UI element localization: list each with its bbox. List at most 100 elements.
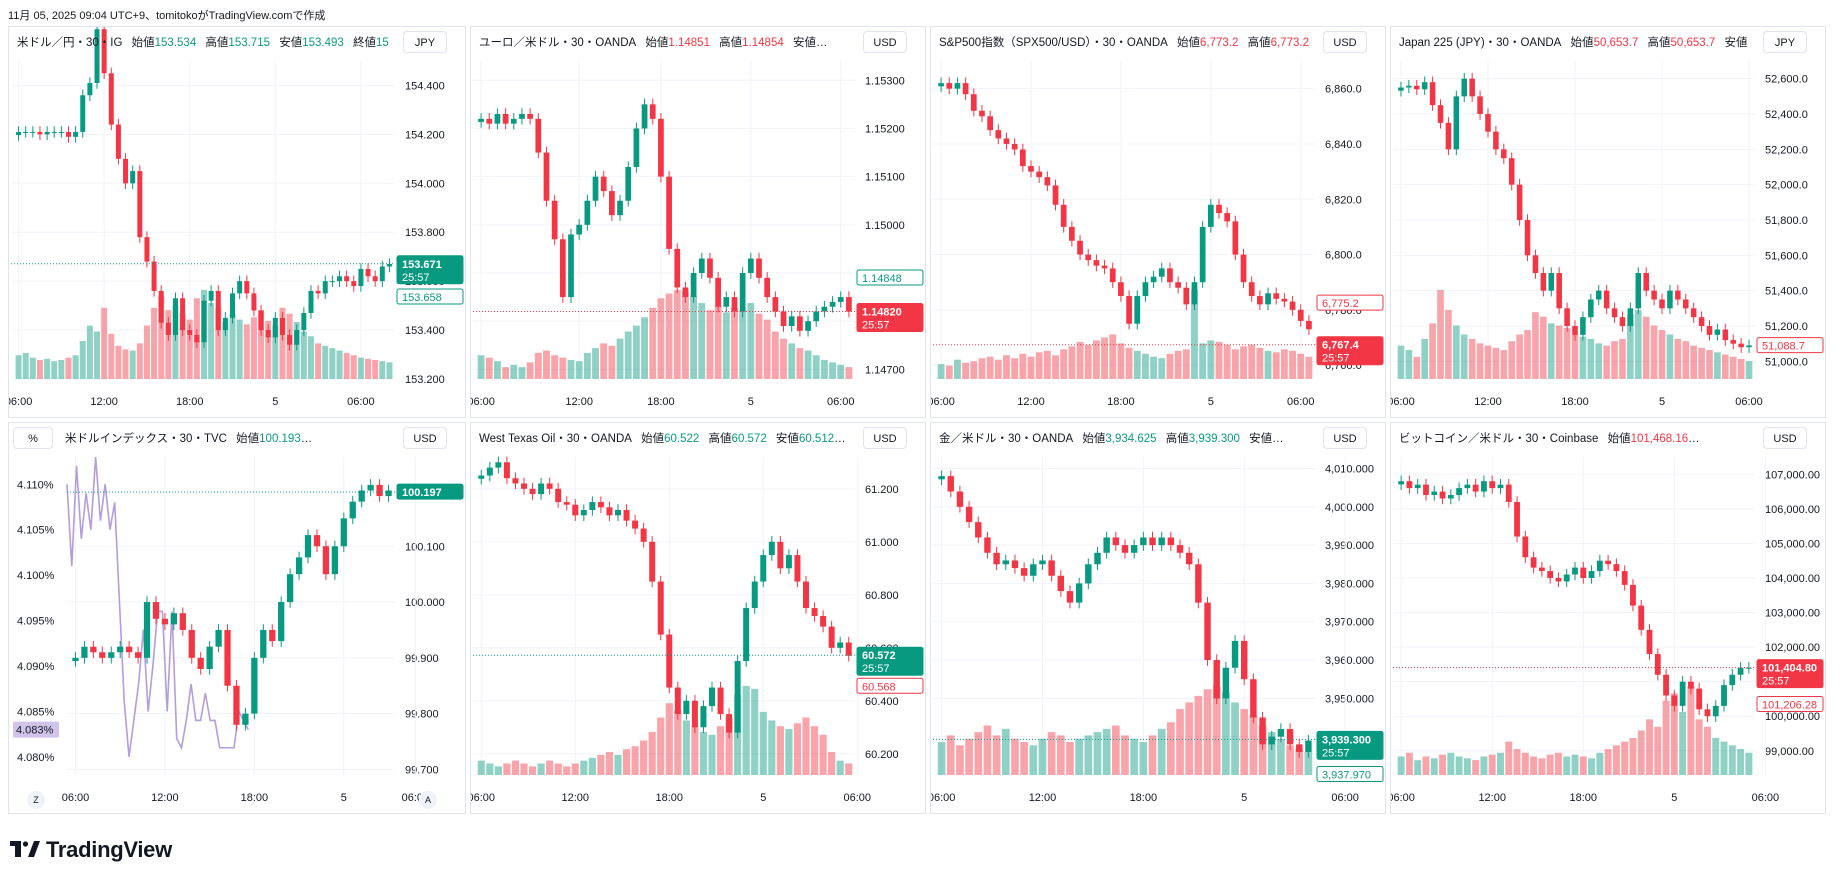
- candle-body: [529, 488, 536, 495]
- volume-bar: [788, 343, 796, 379]
- y-tick-label: 153.800: [405, 227, 445, 239]
- candle-body: [1514, 501, 1520, 537]
- ohlc-value: 101,468.16: [1630, 433, 1689, 445]
- currency-button[interactable]: USD: [403, 427, 447, 449]
- candle-body: [16, 131, 22, 136]
- svg-text:100.197: 100.197: [402, 487, 442, 499]
- volume-bar: [1546, 754, 1554, 775]
- volume-bar: [485, 357, 493, 379]
- chart-legend[interactable]: 米ドル／円・30・IG 始値153.534 高値153.715 安値153.49…: [17, 34, 389, 50]
- candle-body: [1121, 545, 1129, 553]
- currency-button[interactable]: JPY: [1763, 31, 1807, 53]
- candle-body: [743, 608, 750, 662]
- candle-body: [984, 537, 991, 553]
- volume-bar: [1256, 347, 1264, 379]
- candle-body: [715, 277, 721, 307]
- y-tick-label: 100,000.00: [1765, 711, 1820, 723]
- currency-button[interactable]: USD: [863, 427, 907, 449]
- candle-body: [272, 317, 278, 338]
- chart-panel[interactable]: 51,000.0 51,200.0 51,400.0 51,600.0 51,800.0…: [1390, 26, 1826, 418]
- candle-body: [172, 298, 178, 335]
- chart-panel[interactable]: 60.20060.40060.60060.80061.00061.20006:0…: [470, 422, 926, 814]
- chart-legend[interactable]: ビットコイン／米ドル・30・Coinbase 始値101,468.16…: [1399, 430, 1749, 446]
- chart-panel[interactable]: 99.700 99.800 99.900 100.000 100.100 06:00 12:…: [8, 422, 466, 814]
- candle-body: [278, 602, 285, 642]
- volume-bar: [708, 734, 716, 775]
- x-tick-label: 5: [341, 792, 347, 804]
- volume-bar: [640, 740, 648, 775]
- volume-bar: [534, 352, 542, 379]
- currency-button[interactable]: USD: [863, 31, 907, 53]
- chart-panel[interactable]: 3,940.0003,950.0003,960.0003,970.0003,98…: [930, 422, 1386, 814]
- chart-panel[interactable]: 153.200153.400153.600153.800154.000154.2…: [8, 26, 466, 418]
- volume-bar: [1182, 349, 1190, 379]
- volume-bar: [44, 358, 51, 379]
- candle-body: [1103, 537, 1110, 553]
- left-scale-unit[interactable]: %: [13, 427, 53, 449]
- chart-panel[interactable]: 6,760.0 6,780.0 6,800.0 6,820.0 6,840.0 6,860…: [930, 26, 1386, 418]
- currency-button[interactable]: USD: [1763, 427, 1807, 449]
- currency-button[interactable]: JPY: [403, 31, 447, 53]
- chart-canvas[interactable]: 51,000.0 51,200.0 51,400.0 51,600.0 51,800.0…: [1391, 27, 1826, 418]
- candle-body: [1461, 78, 1468, 97]
- y-tick-label: 51,600.0: [1765, 250, 1808, 262]
- candle-body: [682, 287, 689, 298]
- chart-legend[interactable]: 米ドルインデックス・30・TVC 始値100.193…: [65, 430, 389, 446]
- y-tick-label: 3,980.000: [1325, 578, 1374, 590]
- chart-legend[interactable]: 金／米ドル・30・OANDA 始値3,934.625 高値3,939.300 安…: [939, 430, 1309, 446]
- currency-button[interactable]: USD: [1323, 31, 1367, 53]
- candle-body: [187, 330, 193, 335]
- candle-body: [828, 626, 835, 648]
- scale-mode-button[interactable]: Z: [27, 791, 45, 809]
- ohlc-value: 153.715: [228, 37, 270, 49]
- candle-body: [625, 167, 632, 201]
- volume-bar: [315, 343, 322, 379]
- chart-panel[interactable]: 1.147001.148001.149001.150001.151001.152…: [470, 26, 926, 418]
- volume-bar: [1530, 756, 1538, 775]
- y-tick-label: 3,960.000: [1325, 655, 1374, 667]
- candle-body: [1663, 674, 1669, 696]
- tradingview-logo[interactable]: TradingView: [10, 837, 172, 862]
- volume-bar: [1076, 341, 1084, 379]
- currency-button[interactable]: USD: [1323, 427, 1367, 449]
- chart-canvas[interactable]: 60.20060.40060.60060.80061.00061.20006:0…: [471, 423, 926, 814]
- chart-canvas[interactable]: 1.147001.148001.149001.150001.151001.152…: [471, 27, 926, 418]
- chart-canvas[interactable]: 99.700 99.800 99.900 100.000 100.100 06:00 12:…: [9, 423, 466, 814]
- candle-body: [1204, 602, 1211, 661]
- volume-bar: [372, 360, 379, 379]
- chart-canvas[interactable]: 153.200153.400153.600153.800154.000154.2…: [9, 27, 466, 418]
- volume-bar: [608, 345, 616, 379]
- volume-bar: [1413, 356, 1421, 379]
- chart-legend[interactable]: Japan 225 (JPY)・30・OANDA 始値50,653.7 高値50…: [1399, 34, 1749, 50]
- volume-bar: [1674, 338, 1682, 379]
- candle-body: [1730, 340, 1736, 344]
- candle-body: [568, 234, 574, 298]
- auto-scale-button[interactable]: A: [419, 791, 437, 809]
- candle-body: [1580, 567, 1587, 578]
- chart-panel[interactable]: 99,000.00100,000.00101,000.00102,000.001…: [1390, 422, 1826, 814]
- chart-legend[interactable]: West Texas Oil・30・OANDA 始値60.522 高値60.57…: [479, 430, 849, 446]
- y-tick-label: 60.400: [865, 696, 899, 708]
- chart-canvas[interactable]: 99,000.00100,000.00101,000.00102,000.001…: [1391, 423, 1826, 814]
- candle-body: [1142, 282, 1149, 297]
- chart-legend[interactable]: S&P500指数（SPX500/USD）・30・OANDA 始値6,773.2 …: [939, 34, 1309, 50]
- candle-body: [1619, 317, 1626, 326]
- candle-body: [1077, 240, 1083, 255]
- x-tick-label: 12:00: [1474, 396, 1502, 408]
- volume-bar: [186, 319, 193, 379]
- volume-bar: [1642, 316, 1650, 379]
- chart-canvas[interactable]: 6,760.06,780.06,800.06,820.06,840.06,860…: [931, 27, 1386, 418]
- volume-bar: [300, 331, 307, 379]
- x-tick-label: 12:00: [151, 792, 179, 804]
- volume-bar: [477, 760, 485, 775]
- chart-legend[interactable]: ユーロ／米ドル・30・OANDA 始値1.14851 高値1.14854 安値…: [479, 34, 849, 50]
- volume-bar: [1439, 754, 1447, 775]
- candle-body: [1066, 591, 1074, 603]
- chart-canvas[interactable]: 3,940.0003,950.0003,960.0003,970.0003,98…: [931, 423, 1386, 814]
- volume-bar: [1405, 350, 1413, 379]
- volume-bar: [179, 313, 186, 379]
- svg-text:4.083%: 4.083%: [16, 725, 54, 737]
- candle-body: [30, 131, 36, 133]
- svg-text:1.14820: 1.14820: [862, 307, 902, 319]
- candle-body: [551, 200, 558, 240]
